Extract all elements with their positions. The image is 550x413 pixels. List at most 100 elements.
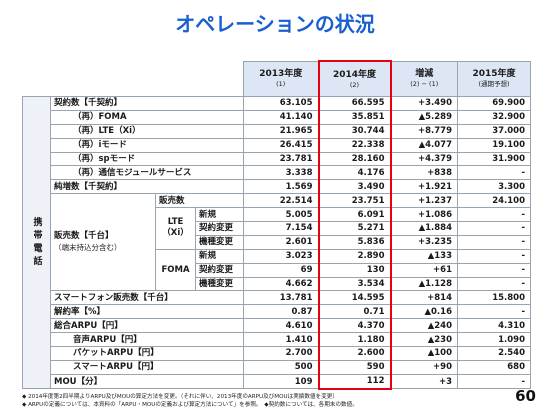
value-cell: ▲4.077	[390, 137, 458, 153]
value-cell: 109	[243, 373, 319, 390]
table-row: LTE（Xi） 新規 5.005 6.091 +1.086-	[23, 207, 531, 250]
value-cell: 680	[457, 359, 531, 375]
value-cell: 41.140	[243, 109, 319, 125]
value-cell: ▲1.884	[390, 221, 458, 236]
table-row: 機種変更 4.662 3.534 ▲1.128-	[23, 276, 531, 292]
table-row: 携帯電話 契約数【千契約】 63.105 66.595 +3.490 69.900	[22, 95, 531, 390]
column-header-sub: (1)	[276, 80, 286, 89]
table-row: （再）通信モジュールサービス 3.338 4.176 +838-	[23, 165, 531, 181]
value-cell: +1.921	[390, 179, 458, 195]
value-cell: 500	[243, 359, 319, 375]
value-cell: 2.540	[457, 346, 531, 361]
value-cell: 6.091	[317, 207, 392, 223]
value-cell: +3.490	[390, 96, 458, 111]
row-label: （再）iモード	[50, 137, 244, 153]
value-cell: 7.154	[243, 221, 319, 236]
column-header-sub: (通期予想)	[478, 80, 510, 89]
value-cell: 4.370	[317, 318, 392, 334]
value-cell: +8.779	[390, 123, 458, 139]
value-cell: 28.160	[317, 151, 392, 167]
table-row: MOU【分】 109 112 +3-	[23, 373, 531, 390]
value-cell: -	[457, 207, 531, 223]
row-label: 機種変更	[195, 276, 244, 292]
table-row: パケットARPU【円】 2.700 2.600 ▲100 2.540	[23, 346, 531, 361]
row-label: （再）LTE（Xi）	[50, 123, 244, 139]
value-cell: ▲100	[390, 346, 458, 361]
value-cell: 112	[317, 373, 392, 390]
row-label: 契約変更	[195, 262, 244, 278]
value-cell: 1.569	[243, 179, 319, 195]
column-header-sub: (2)	[349, 80, 360, 89]
value-cell: -	[457, 373, 531, 390]
row-label: 新規	[195, 207, 244, 223]
value-cell: -	[457, 304, 531, 320]
row-label: （再）通信モジュールサービス	[50, 165, 244, 181]
header-row: 2013年度 (1) 2014年度 (2) 増減 (2) − (1) 2015年度 (通期予想…	[22, 60, 531, 97]
column-header-main: 増減	[415, 69, 434, 80]
subgroup-label: FOMA	[155, 248, 196, 292]
value-cell: ▲0.16	[390, 304, 458, 320]
table-row: 総合ARPU【円】 4.610 4.370 ▲240 4.310	[23, 318, 531, 334]
value-cell: 24.100	[457, 193, 531, 209]
column-header: 増減 (2) − (1)	[390, 60, 458, 97]
value-cell: 22.338	[317, 137, 392, 153]
column-header: 2014年度 (2)	[317, 60, 392, 97]
row-label: 総合ARPU【円】	[50, 318, 244, 334]
table-row: 音声ARPU【円】 1.410 1.180 ▲230 1.090	[23, 332, 531, 348]
group-label: 携帯電話	[22, 95, 51, 390]
column-header-main: 2015年度	[472, 69, 516, 80]
value-cell: 23.781	[243, 151, 319, 167]
value-cell: 4.662	[243, 276, 319, 292]
value-cell: 1.090	[457, 332, 531, 348]
value-cell: 4.610	[243, 318, 319, 334]
row-label: パケットARPU【円】	[50, 346, 244, 361]
row-label: 契約数【千契約】	[50, 96, 244, 111]
value-cell: -	[457, 248, 531, 264]
value-cell: 5.836	[317, 234, 392, 250]
value-cell: 26.415	[243, 137, 319, 153]
operations-table: 2013年度 (1) 2014年度 (2) 増減 (2) − (1) 2015年度 (通期予想…	[22, 60, 531, 390]
table-row: 機種変更 2.601 5.836 +3.235-	[23, 234, 531, 250]
row-label: 解約率【%】	[50, 304, 244, 320]
value-cell: ▲133	[390, 248, 458, 264]
row-label: スマートフォン販売数【千台】	[50, 290, 244, 306]
table-row: 販売数【千台】 （端末持込分含む） 販売数 22.514 23.751 +1.237 24.…	[23, 193, 531, 292]
sales-label-main: 販売数【千台】	[54, 231, 114, 242]
value-cell: 32.900	[457, 109, 531, 125]
table-row: （再）LTE（Xi） 21.965 30.744 +8.779 37.000	[23, 123, 531, 139]
row-label: 純増数【千契約】	[50, 179, 244, 195]
value-cell: 2.601	[243, 234, 319, 250]
value-cell: +61	[390, 262, 458, 278]
value-cell: 590	[317, 359, 392, 375]
value-cell: 0.71	[317, 304, 392, 320]
row-label: （再）spモード	[50, 151, 244, 167]
page-number: 60	[515, 387, 536, 405]
row-label: （再）FOMA	[50, 109, 244, 125]
header-corner	[22, 60, 244, 97]
value-cell: 3.534	[317, 276, 392, 292]
footnote: ◆ 2014年度第2四半期よりARPU及びMOUの算定方法を変更。（それに伴い、…	[22, 394, 338, 400]
sales-label: 販売数【千台】 （端末持込分含む）	[50, 193, 156, 292]
sales-label-note: （端末持込分含む）	[54, 243, 122, 253]
slide-title: オペレーションの状況	[175, 12, 375, 36]
value-cell: 3.338	[243, 165, 319, 181]
value-cell: +838	[390, 165, 458, 181]
value-cell: 2.890	[317, 248, 392, 264]
column-header: 2013年度 (1)	[243, 60, 319, 97]
value-cell: 5.271	[317, 221, 392, 236]
column-header-main: 2013年度	[259, 69, 303, 80]
value-cell: 4.310	[457, 318, 531, 334]
table-row: （再）FOMA 41.140 35.851 ▲5.289 32.900	[23, 109, 531, 125]
table-row: 解約率【%】 0.87 0.71 ▲0.16-	[23, 304, 531, 320]
value-cell: 130	[317, 262, 392, 278]
value-cell: 13.781	[243, 290, 319, 306]
value-cell: +814	[390, 290, 458, 306]
value-cell: 14.595	[317, 290, 392, 306]
row-label: スマートARPU【円】	[50, 359, 244, 375]
value-cell: 21.965	[243, 123, 319, 139]
value-cell: 31.900	[457, 151, 531, 167]
column-header: 2015年度 (通期予想)	[457, 60, 531, 97]
value-cell: ▲1.128	[390, 276, 458, 292]
value-cell: ▲230	[390, 332, 458, 348]
